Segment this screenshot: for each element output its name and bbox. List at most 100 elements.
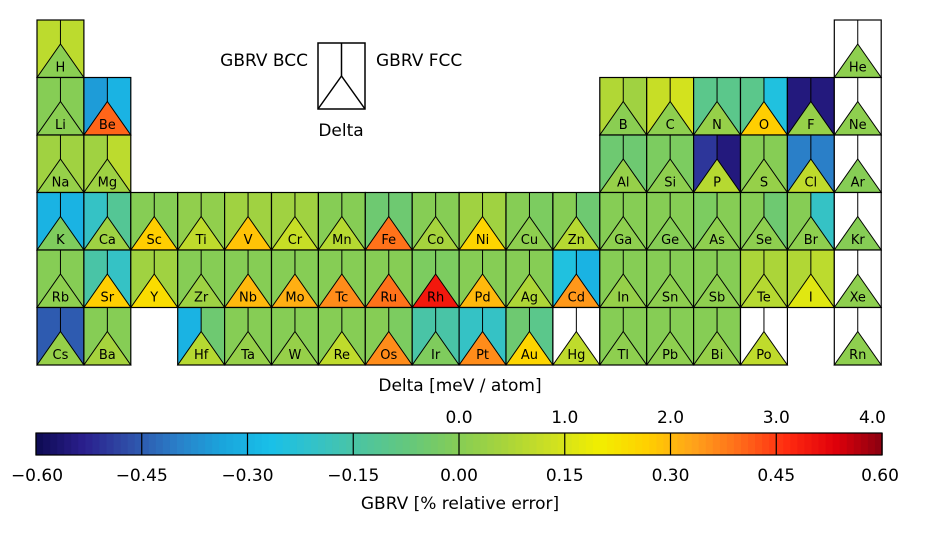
tile-fcc-cell [576, 307, 600, 365]
legend-bcc-label: GBRV BCC [220, 51, 308, 71]
element-tile-Xe: Xe [833, 249, 883, 309]
colorbar-segment [557, 433, 566, 455]
tile-fcc-cell [810, 192, 835, 250]
colorbar-segment [804, 433, 813, 455]
element-tile-Cd: Cd [551, 249, 601, 309]
colorbar-segment [402, 433, 411, 455]
colorbar-segment [741, 433, 749, 455]
tile-bcc-cell [646, 77, 671, 135]
element-tile-Sc: Sc [129, 191, 179, 251]
tile-fcc-cell [529, 307, 553, 365]
colorbar-segment [536, 433, 545, 455]
colorbar-segment [811, 433, 820, 455]
tile-fcc-cell [810, 135, 835, 193]
tile-bcc-cell [599, 250, 624, 308]
colorbar-segment [212, 433, 220, 455]
colorbar-segment [860, 433, 869, 455]
tile-bcc-cell [83, 135, 108, 193]
element-symbol: Zr [194, 291, 209, 306]
tile-bcc-cell [177, 192, 202, 250]
tile-fcc-cell [670, 77, 694, 135]
element-tile-Sr: Sr [82, 249, 132, 309]
element-tile-O: O [739, 76, 789, 136]
colorbar-error-tick-label: 0.30 [652, 466, 690, 486]
colorbar-segment [162, 433, 171, 455]
element-tile-Tc: Tc [317, 249, 367, 309]
tile-fcc-cell [154, 250, 178, 308]
tile-fcc-cell [576, 192, 600, 250]
element-tile-Te: Te [739, 249, 789, 309]
tile-fcc-cell [201, 307, 225, 365]
tile-fcc-cell [341, 250, 366, 308]
tile-bcc-cell [365, 250, 389, 308]
colorbar-segment [459, 433, 467, 455]
element-tile-Ga: Ga [598, 191, 648, 251]
colorbar-segment [543, 433, 552, 455]
tile-fcc-cell [482, 307, 506, 365]
element-symbol: P [713, 176, 721, 191]
colorbar-segment [148, 433, 157, 455]
element-symbol: Ar [851, 176, 866, 191]
colorbar-segment [853, 433, 862, 455]
colorbar-segment [585, 433, 594, 455]
element-symbol: K [56, 233, 65, 248]
element-symbol: Ba [99, 348, 116, 363]
colorbar-segment [663, 433, 672, 455]
tile-bcc-cell [459, 192, 483, 250]
tile-fcc-cell [717, 135, 741, 193]
colorbar-segment [71, 433, 79, 455]
colorbar-gradient [36, 433, 883, 455]
colorbar-segment [50, 433, 58, 455]
element-tile-Ti: Ti [176, 191, 226, 251]
tile-fcc-cell [717, 77, 741, 135]
tile-bcc-cell [271, 192, 295, 250]
tile-bcc-cell [599, 192, 624, 250]
element-symbol: Pd [475, 291, 491, 306]
tile-bcc-cell [365, 307, 389, 365]
tile-fcc-cell [763, 77, 788, 135]
element-symbol: Si [664, 176, 676, 191]
tile-fcc-cell [623, 307, 647, 365]
colorbar-segment [388, 433, 397, 455]
tile-bcc-cell [599, 307, 624, 365]
tile-fcc-cell [670, 250, 694, 308]
tile-fcc-cell [107, 192, 131, 250]
element-tile-Pd: Pd [458, 249, 507, 309]
colorbar-segment [169, 433, 178, 455]
colorbar-segment [705, 433, 714, 455]
tile-fcc-cell [107, 135, 131, 193]
colorbar-segment [733, 433, 742, 455]
colorbar-segment [254, 433, 263, 455]
colorbar-segment [797, 433, 806, 455]
colorbar-segment [755, 433, 763, 455]
tile-fcc-cell [435, 192, 460, 250]
tile-bcc-cell [318, 250, 342, 308]
element-symbol: Bi [711, 348, 724, 363]
tile-fcc-cell [857, 20, 882, 78]
tile-fcc-cell [670, 135, 694, 193]
colorbar-segment [141, 433, 150, 455]
element-symbol: Zn [568, 233, 585, 248]
tile-bcc-cell [693, 250, 718, 308]
colorbar-error-axis-label: GBRV [% relative error] [361, 494, 559, 514]
tile-bcc-cell [599, 135, 624, 193]
tile-bcc-cell [646, 250, 671, 308]
element-symbol: Sn [662, 291, 679, 306]
colorbar-segment [818, 433, 827, 455]
element-symbol: Cs [53, 348, 69, 363]
element-tile-Kr: Kr [833, 191, 883, 251]
tile-fcc-cell [248, 307, 272, 365]
element-symbol: Ru [380, 291, 397, 306]
element-tile-Rn: Rn [833, 306, 883, 366]
tile-bcc-cell [693, 77, 718, 135]
tile-bcc-cell [83, 77, 108, 135]
element-tile-Br: Br [786, 191, 836, 251]
colorbar-segment [790, 433, 798, 455]
element-symbol: N [712, 118, 722, 133]
tile-border [833, 306, 882, 366]
tile-bcc-cell [599, 77, 624, 135]
element-symbol: Rn [849, 348, 866, 363]
element-symbol: Br [804, 233, 819, 248]
colorbar-error-tick-label: −0.45 [116, 466, 168, 486]
